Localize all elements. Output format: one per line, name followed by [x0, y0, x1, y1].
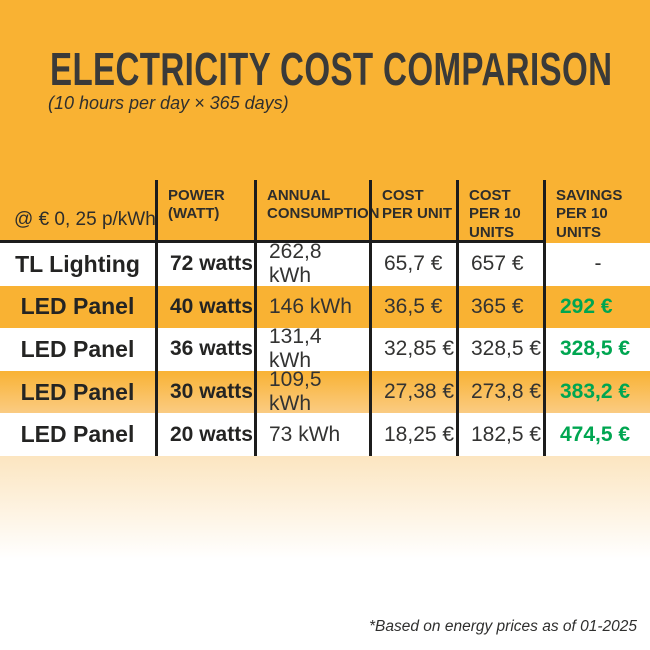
column-header-cost-per-10-units: COST PER 10 UNITS [456, 180, 543, 243]
cost-comparison-table: @ € 0, 25 p/kWh POWER (WATT) ANNUAL CONS… [0, 180, 650, 456]
page-title: ELECTRICITY COST COMPARISON [50, 43, 613, 95]
price-basis-label: @ € 0, 25 p/kWh [0, 180, 156, 243]
column-header-annual-consumption: ANNUAL CONSUMPTION [254, 180, 380, 243]
footnote: *Based on energy prices as of 01-2025 [369, 618, 637, 635]
product-name-cell: LED Panel [0, 413, 155, 456]
annual-consumption-cell: 262,8 kWh [254, 240, 369, 287]
page-subtitle: (10 hours per day × 365 days) [48, 93, 289, 113]
power-cell: 30 watts [155, 370, 254, 414]
cost-per-unit-cell: 18,25 € [369, 413, 456, 456]
savings-cell: - [543, 243, 650, 286]
savings-cell: 292 € [543, 285, 650, 329]
cost-per-10-units-cell: 657 € [456, 243, 543, 286]
annual-consumption-cell: 131,4 kWh [254, 325, 369, 372]
cost-per-10-units-cell: 328,5 € [456, 328, 543, 371]
savings-cell: 328,5 € [543, 328, 650, 371]
product-name-cell: LED Panel [20, 378, 135, 405]
cost-per-10-units-cell: 182,5 € [456, 413, 543, 456]
column-header-savings-per-10-units: SAVINGS PER 10 UNITS [543, 180, 650, 243]
cost-per-unit-cell: 32,85 € [369, 328, 456, 371]
cost-per-unit-cell: 36,5 € [369, 285, 456, 329]
product-name-cell: LED Panel [0, 328, 155, 371]
cost-per-10-units-cell: 273,8 € [456, 370, 543, 414]
cost-per-unit-cell: 65,7 € [369, 243, 456, 286]
column-header-power: POWER (WATT) [155, 180, 254, 243]
power-cell: 36 watts [155, 328, 254, 371]
product-name-cell: LED Panel [20, 293, 135, 320]
cost-per-10-units-cell: 365 € [456, 285, 543, 329]
annual-consumption-cell: 109,5 kWh [254, 368, 369, 415]
power-cell: 20 watts [155, 413, 254, 456]
annual-consumption-cell: 146 kWh [254, 285, 369, 329]
savings-cell: 474,5 € [543, 413, 650, 456]
annual-consumption-cell: 73 kWh [254, 413, 369, 456]
column-header-cost-per-unit: COST PER UNIT [369, 180, 456, 243]
power-cell: 40 watts [155, 285, 254, 329]
cost-per-unit-cell: 27,38 € [369, 370, 456, 414]
savings-cell: 383,2 € [543, 370, 650, 414]
power-cell: 72 watts [155, 243, 254, 286]
product-name-cell: TL Lighting [0, 243, 155, 286]
